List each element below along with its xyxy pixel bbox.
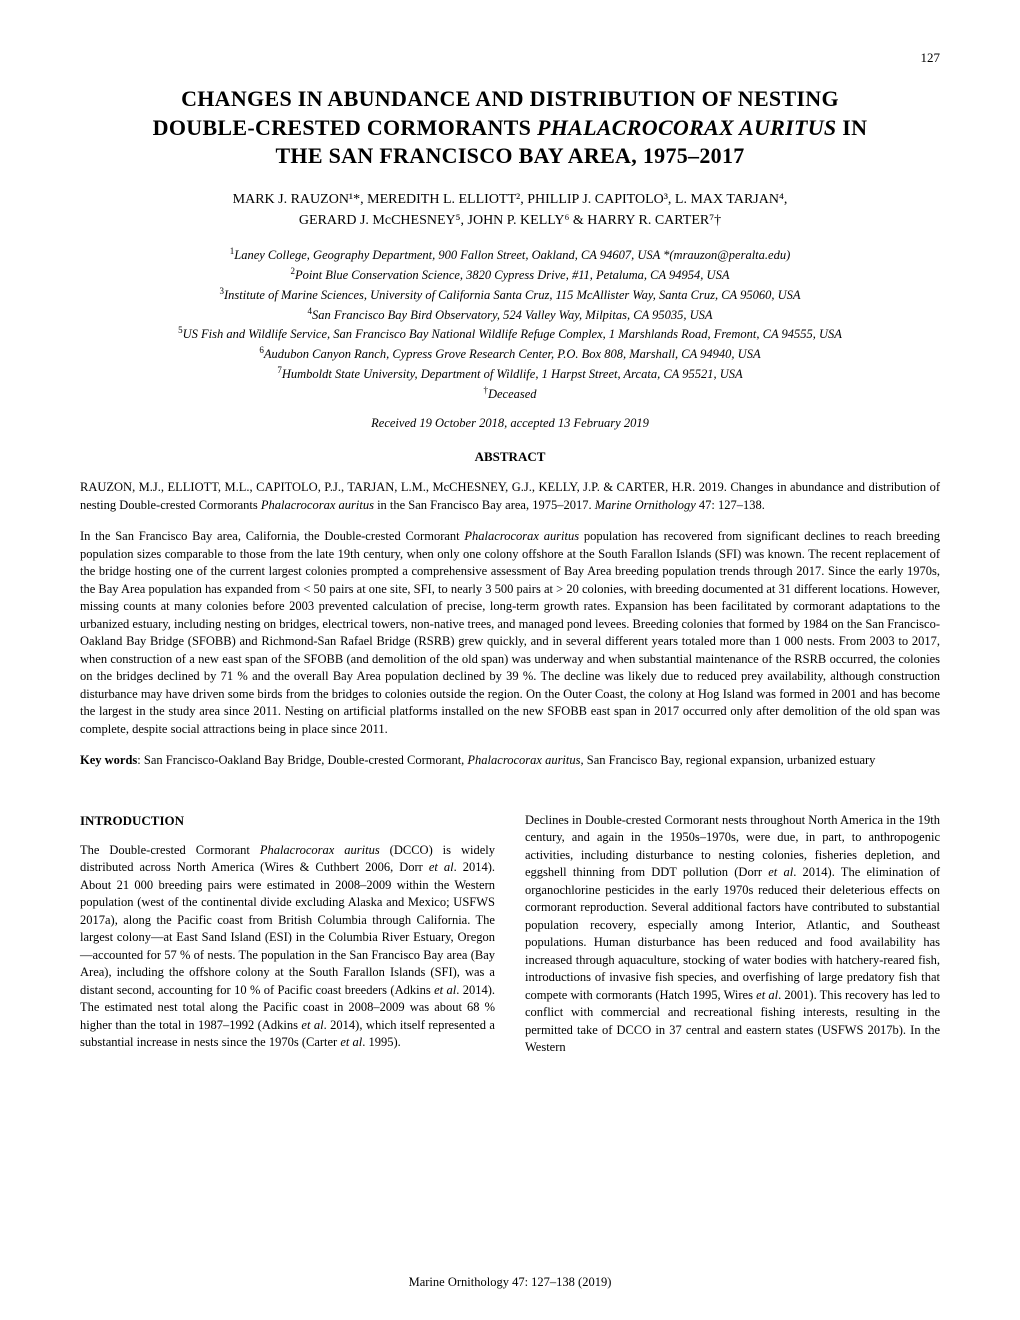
col2-text: . 2014). The elimination of organochlori… — [525, 865, 940, 1002]
etal: et al — [768, 865, 793, 879]
etal: et al — [340, 1035, 362, 1049]
article-title: CHANGES IN ABUNDANCE AND DISTRIBUTION OF… — [80, 85, 940, 171]
abstract-body: In the San Francisco Bay area, Californi… — [80, 528, 940, 738]
col1-species: Phalacrocorax auritus — [260, 843, 380, 857]
intro-paragraph-2: Declines in Double-crested Cormorant nes… — [525, 812, 940, 1057]
received-date: Received 19 October 2018, accepted 13 Fe… — [80, 416, 940, 431]
affiliations: 1Laney College, Geography Department, 90… — [80, 245, 940, 404]
authors: MARK J. RAUZON¹*, MEREDITH L. ELLIOTT², … — [80, 189, 940, 231]
col1-text: The Double-crested Cormorant — [80, 843, 260, 857]
authors-line1: MARK J. RAUZON¹*, MEREDITH L. ELLIOTT², … — [233, 192, 788, 207]
abstract-heading: ABSTRACT — [80, 449, 940, 465]
affil-4: San Francisco Bay Bird Observatory, 524 … — [312, 308, 713, 322]
page-number: 127 — [921, 50, 941, 66]
page-footer: Marine Ornithology 47: 127–138 (2019) — [0, 1275, 1020, 1290]
keywords: Key words: San Francisco-Oakland Bay Bri… — [80, 752, 940, 770]
etal: et al — [429, 860, 454, 874]
etal: et al — [434, 983, 456, 997]
body-columns: INTRODUCTION The Double-crested Cormoran… — [80, 812, 940, 1057]
authors-line2: GERARD J. McCHESNEY⁵, JOHN P. KELLY⁶ & H… — [299, 213, 721, 228]
intro-paragraph-1: The Double-crested Cormorant Phalacrocor… — [80, 842, 495, 1052]
citation: RAUZON, M.J., ELLIOTT, M.L., CAPITOLO, P… — [80, 479, 940, 514]
keywords-species: Phalacrocorax auritus, — [467, 753, 583, 767]
keywords-pre: : San Francisco-Oakland Bay Bridge, Doub… — [137, 753, 467, 767]
title-line3: THE SAN FRANCISCO BAY AREA, 1975–2017 — [275, 143, 744, 168]
col1-text: . 2014). About 21 000 breeding pairs wer… — [80, 860, 495, 997]
abstract-post: population has recovered from significan… — [80, 529, 940, 736]
deceased-note: Deceased — [488, 387, 537, 401]
title-line2-post: IN — [836, 115, 867, 140]
etal: et al — [756, 988, 778, 1002]
title-species: PHALACROCORAX AURITUS — [537, 115, 837, 140]
title-line1: CHANGES IN ABUNDANCE AND DISTRIBUTION OF… — [181, 86, 839, 111]
affil-7: Humboldt State University, Department of… — [282, 367, 743, 381]
affil-5: US Fish and Wildlife Service, San Franci… — [183, 328, 842, 342]
keywords-post: San Francisco Bay, regional expansion, u… — [584, 753, 876, 767]
keywords-label: Key words — [80, 753, 137, 767]
abstract-species: Phalacrocorax auritus — [464, 529, 579, 543]
right-column: Declines in Double-crested Cormorant nes… — [525, 812, 940, 1057]
etal: et al — [301, 1018, 323, 1032]
citation-journal: Marine Ornithology — [595, 498, 696, 512]
introduction-heading: INTRODUCTION — [80, 812, 495, 830]
citation-species: Phalacrocorax auritus — [261, 498, 374, 512]
affil-2: Point Blue Conservation Science, 3820 Cy… — [295, 268, 729, 282]
affil-1: Laney College, Geography Department, 900… — [234, 248, 790, 262]
col1-text: . 1995). — [362, 1035, 401, 1049]
affil-3: Institute of Marine Sciences, University… — [224, 288, 800, 302]
title-line2-pre: DOUBLE-CRESTED CORMORANTS — [153, 115, 537, 140]
citation-mid: in the San Francisco Bay area, 1975–2017… — [374, 498, 595, 512]
affil-6: Audubon Canyon Ranch, Cypress Grove Rese… — [264, 347, 761, 361]
citation-post: 47: 127–138. — [696, 498, 765, 512]
left-column: INTRODUCTION The Double-crested Cormoran… — [80, 812, 495, 1057]
abstract-pre: In the San Francisco Bay area, Californi… — [80, 529, 464, 543]
